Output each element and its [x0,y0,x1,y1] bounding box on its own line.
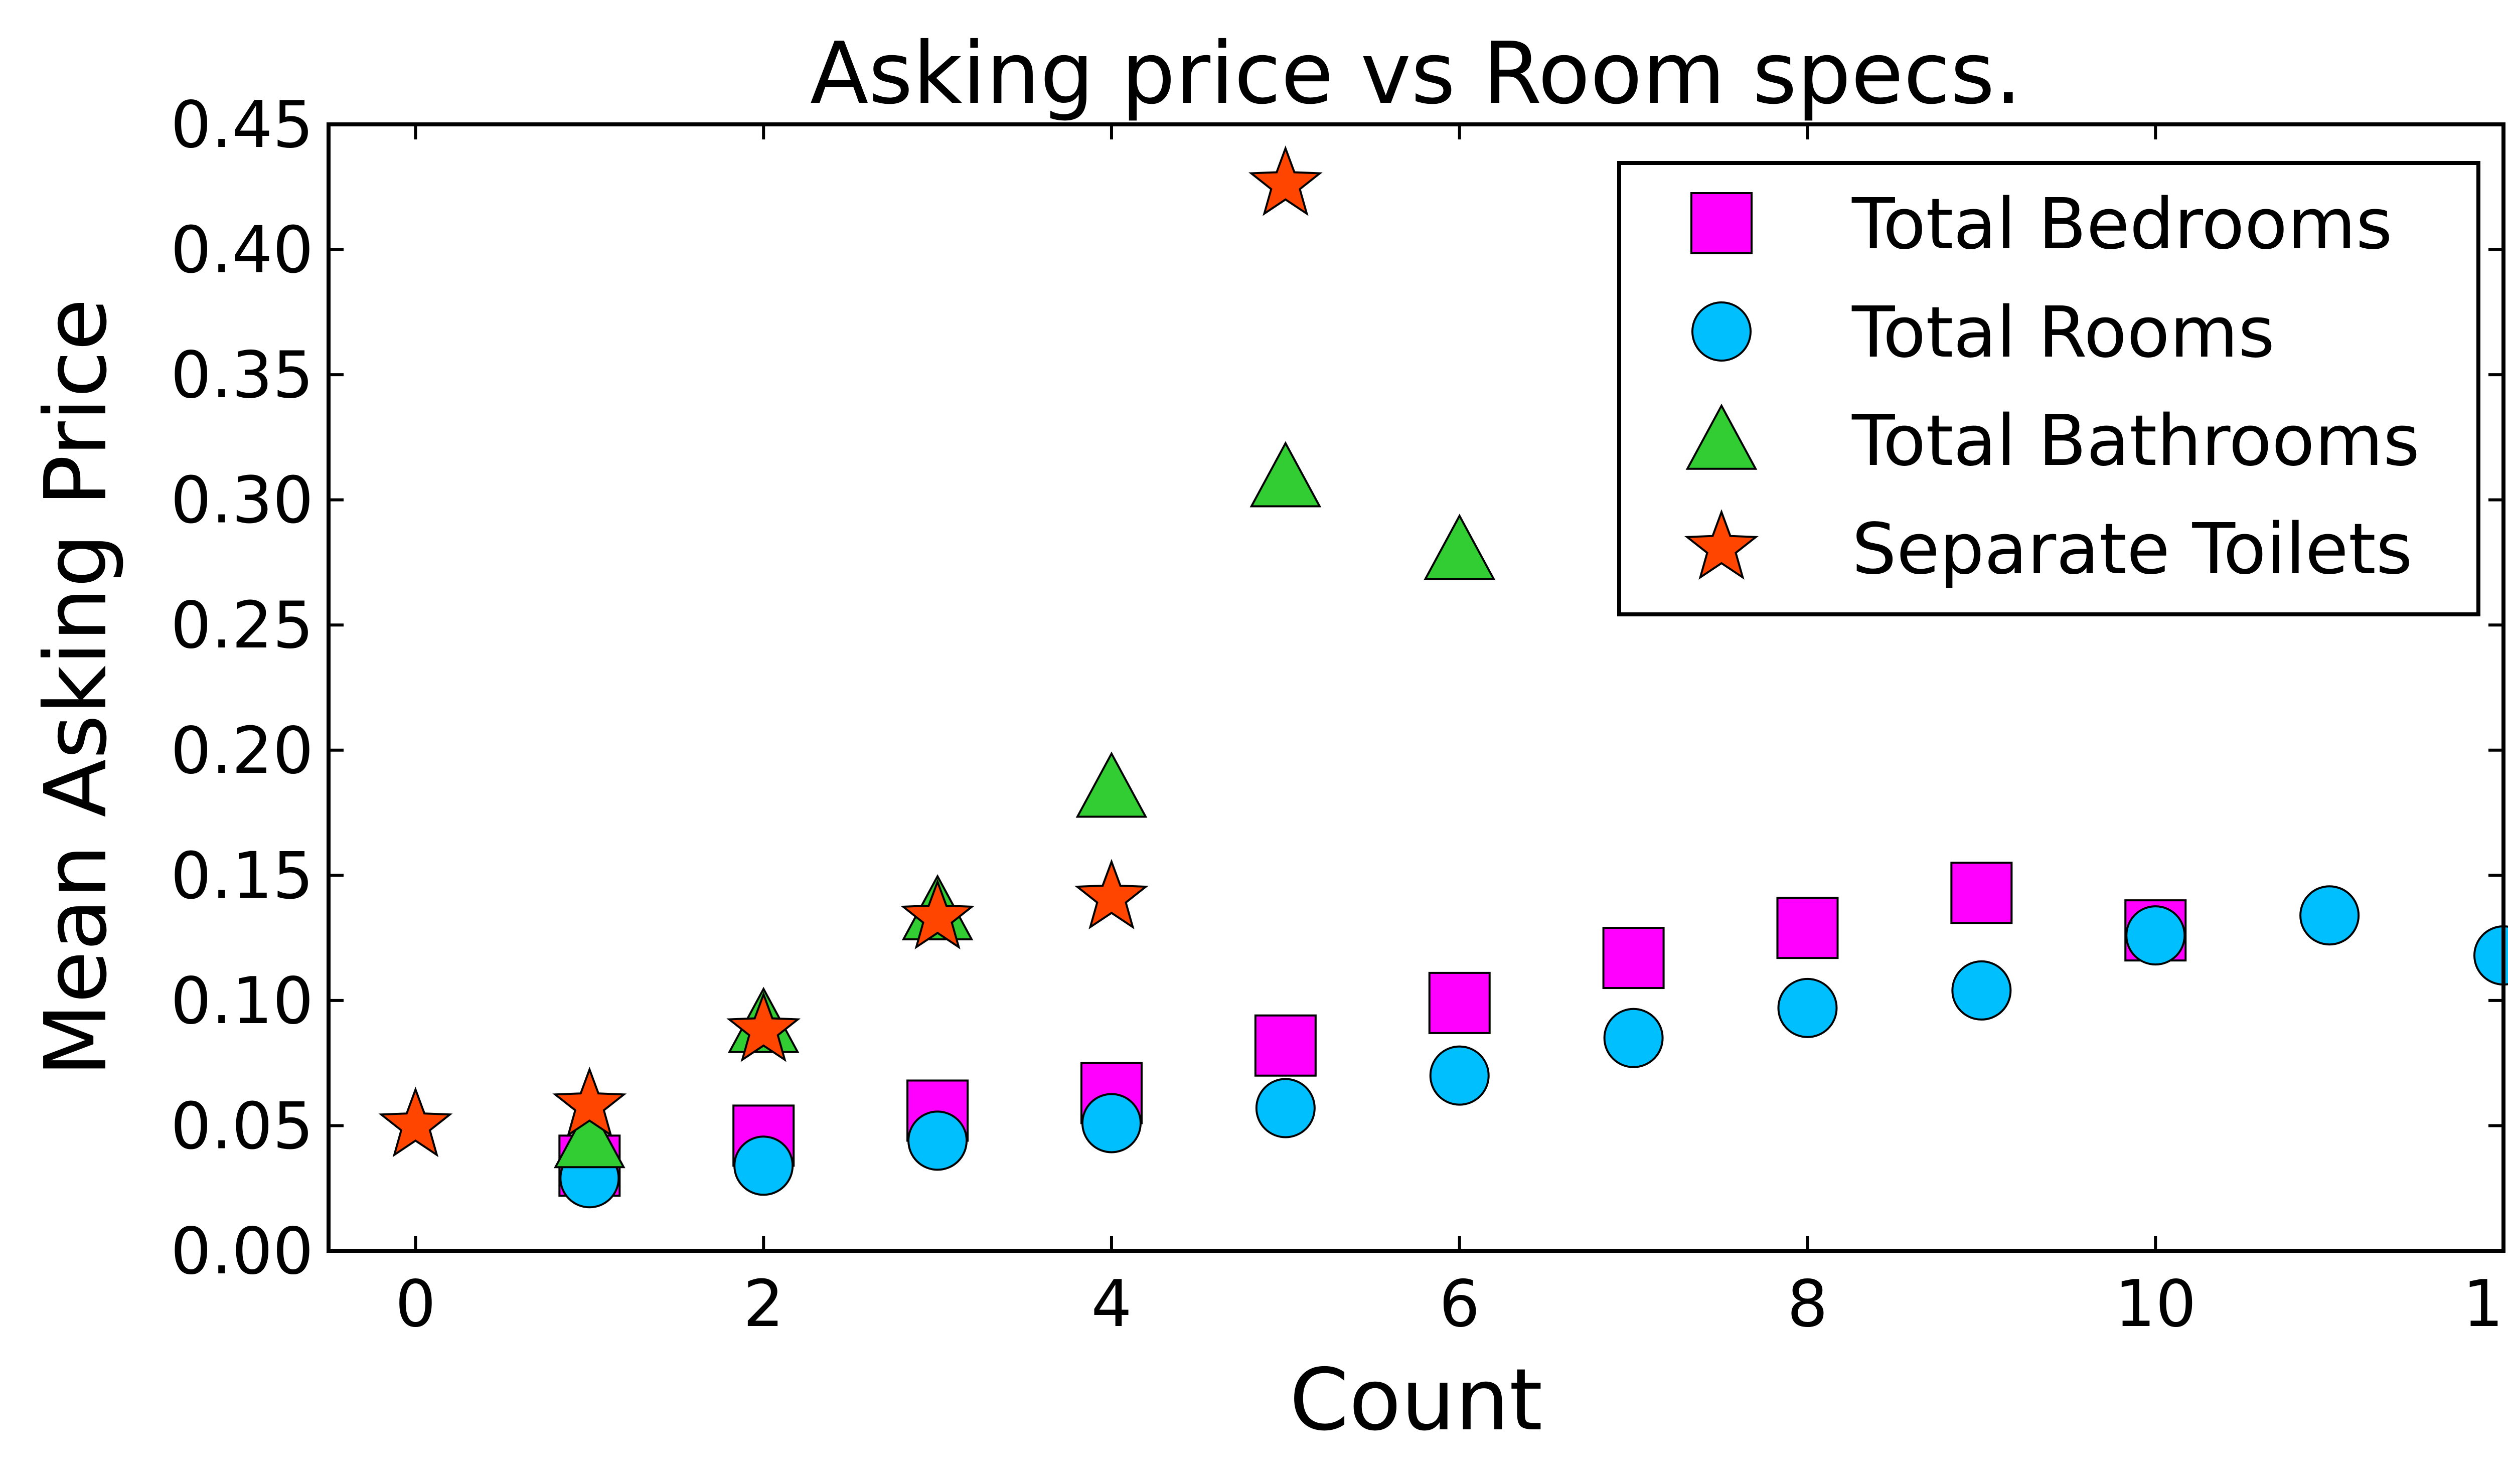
y-tick-label: 0.10 [171,964,314,1039]
plot-frame [327,122,2505,1253]
circle-marker-1 [2125,905,2186,966]
x-tick-label: 10 [2115,1267,2197,1342]
star-marker-3 [726,992,801,1062]
y-tick-label: 0.45 [171,88,314,162]
axis-ticks: 0 2 4 6 8 10 12 0.00 0.05 0.10 0.15 0.20 0.25 0.30 0.3… [171,88,2508,1342]
square-marker-0 [1254,1014,1317,1077]
circle-marker-1 [1951,960,2012,1021]
x-tick-label: 4 [1091,1267,1132,1342]
star-marker-3 [552,1066,627,1137]
square-marker-0 [1428,971,1491,1034]
circle-marker-1 [1603,1008,1664,1068]
circle-marker-1 [1429,1045,1490,1106]
x-tick-label: 12 [2463,1267,2508,1342]
legend-label: Total Bathrooms [1851,400,2420,482]
chart-title: Asking price vs Room specs. [810,24,2022,123]
legend-label: Separate Toilets [1852,509,2413,590]
legend-label: Total Bedrooms [1851,184,2393,265]
circle-marker-1 [2299,885,2360,946]
circle-marker-1 [1777,977,1838,1038]
y-tick-label: 0.25 [171,588,314,663]
triangle-marker-2 [1424,514,1496,580]
y-tick-label: 0.30 [171,463,314,538]
x-tick-label: 6 [1439,1267,1480,1342]
y-tick-label: 0.35 [171,338,314,413]
y-tick-label: 0.40 [171,213,314,288]
y-axis-label: Mean Asking Price [27,298,126,1077]
legend-square-marker [1690,192,1753,254]
square-marker-0 [1950,862,2013,924]
circle-marker-1 [733,1135,794,1196]
square-marker-0 [1602,927,1665,990]
triangle-marker-2 [1249,441,1322,508]
legend-circle-marker [1691,301,1752,362]
star-marker-3 [900,879,975,950]
triangle-marker-2 [1075,751,1148,818]
data-markers [378,145,2508,1209]
legend-triangle-marker [1685,403,1758,470]
y-tick-label: 0.20 [171,714,314,788]
y-tick-label: 0.15 [171,839,314,913]
x-tick-label: 0 [395,1267,436,1342]
star-marker-3 [1074,859,1149,930]
x-tick-label: 2 [743,1267,783,1342]
y-tick-label: 0.05 [171,1089,314,1164]
circle-marker-1 [907,1110,968,1171]
legend-box [1617,161,2480,616]
y-tick-label: 0.00 [171,1214,314,1289]
star-marker-3 [1248,145,1323,216]
triangle-marker-2 [553,1102,625,1169]
square-marker-0 [1776,897,1839,959]
legend: Total Bedrooms Total Rooms Total Bathrooms… [1617,161,2480,616]
circle-marker-1 [1081,1093,1142,1153]
x-tick-label: 8 [1787,1267,1828,1342]
star-marker-3 [378,1086,453,1158]
legend-star-marker [1684,509,1759,580]
circle-marker-1 [1255,1078,1316,1138]
x-axis-label: Count [1290,1351,1543,1450]
legend-label: Total Rooms [1851,292,2275,374]
